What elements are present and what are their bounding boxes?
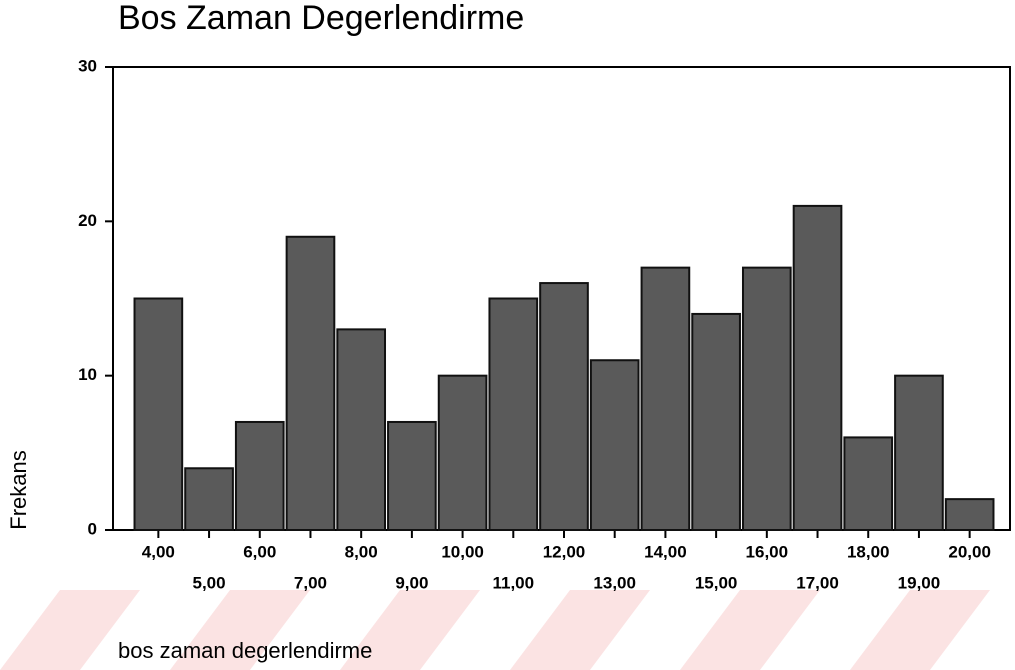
bar bbox=[133, 297, 184, 531]
x-tick-label: 11,00 bbox=[492, 573, 534, 592]
bar bbox=[589, 359, 640, 531]
bar bbox=[234, 420, 285, 532]
bar bbox=[539, 282, 589, 532]
x-axis-label: bos zaman degerlendirme bbox=[118, 638, 372, 663]
chart-title: Bos Zaman Degerlendirme bbox=[118, 0, 524, 37]
y-tick-label: 0 bbox=[88, 519, 97, 538]
y-tick-label: 30 bbox=[78, 56, 97, 75]
bar bbox=[944, 498, 995, 531]
x-tick-label: 18,00 bbox=[847, 542, 890, 561]
x-tick-label: 12,00 bbox=[543, 542, 586, 561]
x-tick-label: 16,00 bbox=[746, 542, 789, 561]
y-axis-label: Frekans bbox=[6, 450, 31, 529]
x-tick-label: 5,00 bbox=[193, 573, 226, 592]
bar bbox=[336, 328, 387, 531]
x-tick-label: 17,00 bbox=[796, 573, 839, 592]
x-tick-label: 20,00 bbox=[948, 542, 991, 561]
bar bbox=[437, 374, 488, 531]
x-tick-label: 8,00 bbox=[345, 542, 378, 561]
x-tick-label: 10,00 bbox=[441, 542, 484, 561]
bar bbox=[488, 297, 539, 531]
x-tick-label: 19,00 bbox=[898, 573, 941, 592]
bar bbox=[894, 374, 944, 531]
x-tick-label: 6,00 bbox=[243, 542, 276, 561]
bar bbox=[184, 467, 234, 531]
x-tick-label: 4,00 bbox=[142, 542, 175, 561]
bar bbox=[843, 436, 894, 531]
x-tick-label: 7,00 bbox=[294, 573, 327, 592]
bar bbox=[640, 266, 691, 531]
x-tick-label: 15,00 bbox=[695, 573, 738, 592]
x-tick-label: 9,00 bbox=[395, 573, 428, 592]
bar bbox=[387, 420, 437, 532]
watermark bbox=[0, 590, 990, 670]
x-tick-label: 14,00 bbox=[644, 542, 687, 561]
bar bbox=[792, 204, 843, 531]
y-tick-label: 20 bbox=[78, 211, 97, 230]
bar bbox=[691, 312, 741, 531]
x-tick-label: 13,00 bbox=[593, 573, 636, 592]
bar bbox=[285, 235, 336, 531]
y-tick-label: 10 bbox=[78, 365, 97, 384]
bar bbox=[741, 266, 792, 531]
